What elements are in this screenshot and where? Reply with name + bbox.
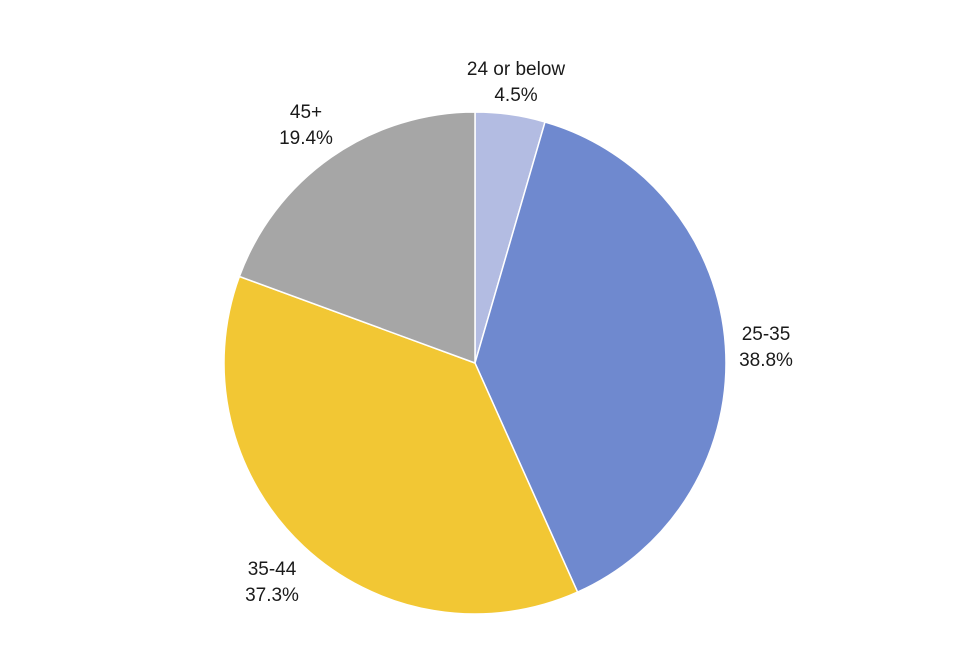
slice-value-label: 4.5%	[494, 85, 537, 106]
slice-category-label: 45+	[290, 102, 322, 123]
pie-labels: 24 or below 4.5% 25-35 38.8% 35-44 37.3% 45+ 19…	[245, 59, 793, 606]
pie-slice-shape	[474, 121, 727, 594]
slice-label-45: 45+ 19.4%	[279, 102, 333, 149]
slice-category-label: 35-44	[248, 559, 297, 580]
slice-label-25-35: 25-35 38.8%	[739, 324, 793, 371]
slice-category-label: 24 or below	[467, 59, 566, 80]
slice-value-label: 38.8%	[739, 350, 793, 371]
pie-slice-shape	[238, 111, 476, 365]
pie-slices	[223, 111, 727, 615]
pie-slice-45	[238, 111, 476, 365]
pie-slice-25-35	[474, 121, 727, 594]
slice-category-label: 25-35	[742, 324, 791, 345]
slice-label-24-or-below: 24 or below 4.5%	[467, 59, 566, 106]
pie-slice-35-44	[223, 275, 579, 615]
slice-label-35-44: 35-44 37.3%	[245, 559, 299, 606]
slice-value-label: 37.3%	[245, 585, 299, 606]
pie-slice-shape	[223, 275, 579, 615]
slice-value-label: 19.4%	[279, 128, 333, 149]
